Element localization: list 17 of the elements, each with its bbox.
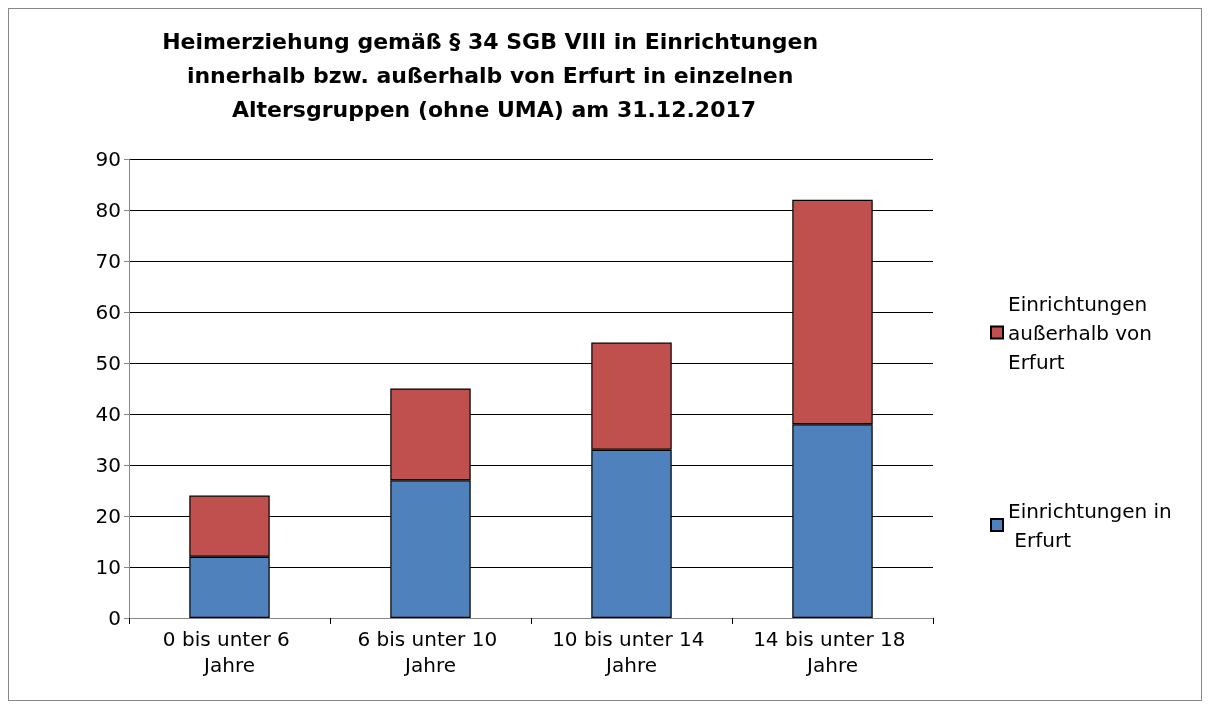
y-tick-label: 70 bbox=[95, 249, 121, 273]
y-tick-label: 80 bbox=[95, 198, 121, 222]
y-tick-label: 0 bbox=[108, 606, 121, 630]
x-tick-label: 0 bis unter 6 Jahre bbox=[162, 627, 297, 677]
y-tick-label: 10 bbox=[95, 555, 121, 579]
y-tick-label: 30 bbox=[95, 453, 121, 477]
x-tick-label: 10 bis unter 14 Jahre bbox=[552, 627, 711, 677]
x-tick-label: 14 bis unter 18 Jahre bbox=[753, 627, 912, 677]
chart-title: Heimerziehung gemäß § 34 SGB VIII in Einrichtungen innerhalb bzw. außerhalb von Erfurt in einzelnen Altersgruppen (ohne UMA) am 31.12.2017 bbox=[162, 28, 826, 122]
y-tick-label: 60 bbox=[95, 300, 121, 324]
y-tick-label: 50 bbox=[95, 351, 121, 375]
x-tick-label: 6 bis unter 10 Jahre bbox=[357, 627, 504, 677]
legend-label: Einrichtungen in Erfurt bbox=[1008, 498, 1172, 552]
y-tick-label: 20 bbox=[95, 504, 121, 528]
legend-label: Einrichtungen außerhalb von Erfurt bbox=[1008, 291, 1159, 374]
y-tick-label: 90 bbox=[95, 147, 121, 171]
y-tick-label: 40 bbox=[95, 402, 121, 426]
